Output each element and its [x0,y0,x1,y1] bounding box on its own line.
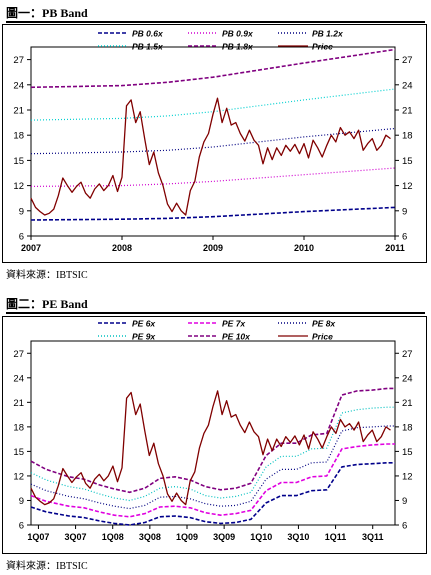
figure2-rule [6,312,425,314]
y-tick-label-left: 9 [19,496,24,507]
y-tick-label-left: 6 [19,521,24,532]
x-tick-label: 3Q08 [139,532,161,542]
series-line-pb-0-9x [30,167,396,187]
y-tick-label-left: 9 [19,206,24,217]
series-line-pe-9x [30,406,395,502]
legend-label: PE 6x [132,319,156,329]
legend-label: PB 0.6x [132,29,164,39]
plot-area [30,340,396,526]
legend-label: Price [312,42,333,52]
y-tick-label-left: 12 [13,181,24,192]
series-line-price [30,390,391,506]
y-tick-label-left: 18 [13,422,24,433]
y-tick-label-left: 18 [13,131,24,142]
legend-label: PB 1.5x [132,42,164,52]
figure2-chart: 6 6 9 9 12 12 15 15 18 18 21 21 24 24 27 27 1Q07 3Q07 1Q08… [2,316,427,554]
x-tick-label: 2009 [203,243,223,253]
y-tick-label-right: 12 [402,181,413,192]
x-tick-label: 1Q09 [176,532,198,542]
y-tick-label-right: 24 [402,373,413,384]
x-tick-label: 3Q11 [362,532,384,542]
y-tick-label-right: 12 [402,471,413,482]
figure1-title: 圖一：PB Band [6,6,88,20]
legend-label: PE 8x [312,319,336,329]
legend-label: PE 9x [132,332,156,342]
y-tick-label-right: 27 [402,55,413,66]
figure1-rule [6,21,425,23]
x-tick-label: 1Q07 [27,532,49,542]
x-tick-label: 1Q08 [102,532,124,542]
x-tick-label: 1Q10 [250,532,272,542]
figure1-chart: 6 6 9 9 12 12 15 15 18 18 21 21 24 24 27 27 2007 2008 2009… [2,24,427,263]
legend-label: PB 1.8x [222,42,254,52]
y-tick-label-right: 6 [402,521,407,532]
figure2-title: 圖二：PE Band [6,297,88,311]
series-line-pb-1-8x [30,48,396,89]
legend-label: PE 7x [222,319,246,329]
y-tick-label-left: 21 [13,398,24,409]
chart-border [2,24,427,263]
series-line-pe-8x [30,425,395,510]
x-tick-label: 2011 [385,243,405,253]
series-line-pb-0-6x [30,206,396,221]
x-tick-label: 1Q11 [325,532,347,542]
y-tick-label-right: 15 [402,156,413,167]
y-tick-label-right: 18 [402,422,413,433]
y-tick-label-left: 12 [13,471,24,482]
y-tick-label-right: 6 [402,232,407,243]
x-tick-label: 3Q07 [65,532,87,542]
y-tick-label-left: 27 [13,55,24,66]
series-line-price [30,97,391,216]
y-tick-label-left: 27 [13,349,24,360]
legend-label: PB 1.2x [312,29,344,39]
series-line-pb-1-2x [30,127,396,155]
x-tick-label: 2010 [294,243,314,253]
y-tick-label-right: 15 [402,447,413,458]
x-tick-label: 3Q09 [213,532,235,542]
y-tick-label-left: 15 [13,156,24,167]
y-tick-label-right: 21 [402,106,413,117]
series-line-pe-6x [30,462,395,526]
y-tick-label-left: 6 [19,232,24,243]
plot-area [30,46,396,237]
legend-label: PB 0.9x [222,29,254,39]
series-line-pe-10x [30,387,395,494]
chart-border [2,316,427,554]
y-tick-label-right: 9 [402,206,407,217]
y-tick-label-left: 21 [13,106,24,117]
x-tick-label: 2007 [21,243,41,253]
legend-label: Price [312,332,333,342]
y-tick-label-right: 9 [402,496,407,507]
x-tick-label: 3Q10 [287,532,309,542]
y-tick-label-right: 27 [402,349,413,360]
series-line-pe-7x [30,443,395,518]
y-tick-label-right: 18 [402,131,413,142]
figure1-source: 資料來源：IBTSIC [6,270,88,281]
legend-label: PE 10x [222,332,251,342]
figure2-source: 資料來源：IBTSIC [6,561,88,572]
y-tick-label-right: 24 [402,80,413,91]
y-tick-label-left: 15 [13,447,24,458]
y-tick-label-left: 24 [13,80,24,91]
x-tick-label: 2008 [112,243,132,253]
y-tick-label-left: 24 [13,373,24,384]
series-line-pb-1-5x [30,88,396,121]
y-tick-label-right: 21 [402,398,413,409]
